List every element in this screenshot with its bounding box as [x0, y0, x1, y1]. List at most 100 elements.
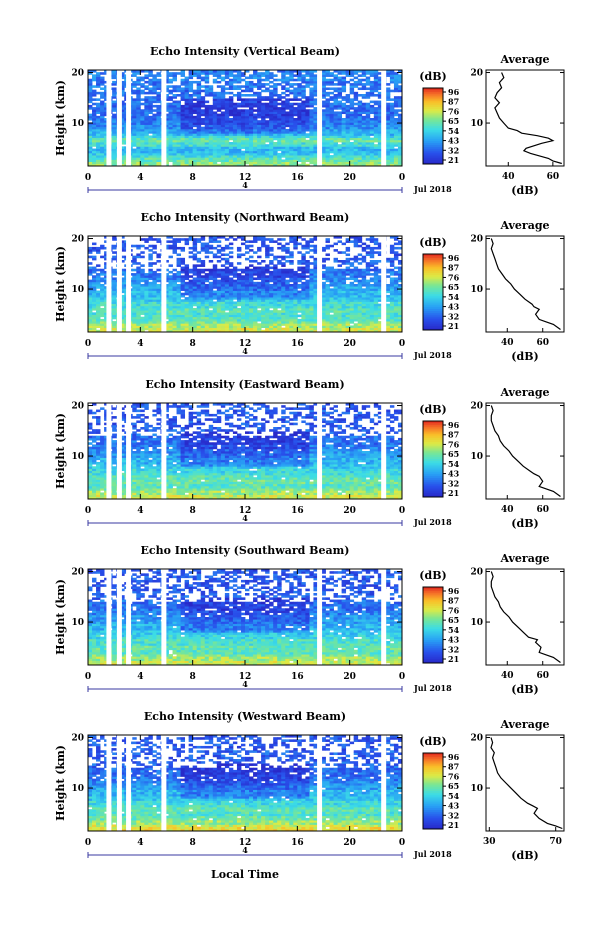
x-tick-label: 16	[291, 506, 304, 516]
colorbar-tick-label: 96	[448, 586, 460, 596]
day-marker: 4	[242, 180, 248, 190]
average-frame	[485, 235, 565, 333]
average-y-tick-label: 10	[470, 285, 483, 295]
y-tick-label: 20	[71, 568, 84, 578]
echo-intensity-heatmap	[88, 735, 403, 832]
panel-title: Echo Intensity (Eastward Beam)	[145, 378, 344, 391]
panel-title: Echo Intensity (Vertical Beam)	[150, 45, 340, 58]
data-gap-1	[116, 735, 122, 831]
average-frame	[485, 402, 565, 500]
colorbar-tick-label: 21	[448, 820, 459, 830]
average-y-tick-label: 20	[470, 568, 483, 578]
colorbar-tick-label: 21	[448, 488, 459, 498]
average-x-label: (dB)	[511, 184, 538, 197]
x-tick-label: 0	[85, 339, 91, 349]
data-gap-0	[106, 735, 112, 831]
data-gap-5	[381, 70, 387, 166]
x-tick-label: 0	[85, 173, 91, 183]
colorbar	[423, 254, 443, 331]
x-tick-label: 4	[137, 838, 143, 848]
data-gap-5	[381, 735, 387, 831]
x-tick-label: 20	[343, 506, 356, 516]
data-gap-0	[106, 70, 112, 166]
data-gap-3	[161, 70, 167, 166]
average-frame	[485, 568, 565, 666]
average-profile-plot: Average 10 20 30 70 (dB)	[470, 718, 565, 862]
x-tick-label: 16	[291, 672, 304, 682]
y-axis-label: Height (km)	[54, 80, 67, 156]
date-label: Jul 2018	[413, 517, 452, 527]
average-profile-line	[494, 72, 562, 165]
colorbar-tick-label: 43	[448, 136, 460, 146]
data-gap-2	[126, 70, 132, 166]
average-y-tick-label: 20	[470, 734, 483, 744]
colorbar-tick-label: 96	[448, 752, 460, 762]
x-tick-label: 16	[291, 339, 304, 349]
data-gap-0	[106, 569, 112, 665]
day-marker: 4	[242, 679, 248, 689]
average-x-label: (dB)	[511, 683, 538, 696]
colorbar-tick-label: 21	[448, 321, 459, 331]
colorbar-tick-label: 43	[448, 302, 460, 312]
colorbar-tick-label: 65	[448, 116, 459, 126]
data-gap-4	[317, 569, 323, 665]
average-title: Average	[499, 386, 549, 399]
colorbar-tick-label: 87	[448, 596, 459, 606]
colorbar-tick-label: 21	[448, 654, 459, 664]
x-tick-label: 20	[343, 173, 356, 183]
day-marker: 4	[242, 845, 248, 855]
x-tick-label: 0	[85, 838, 91, 848]
colorbar-tick-label: 43	[448, 801, 460, 811]
panel-4: Echo Intensity (Westward Beam) 0 4 8 12 16 20 0…	[54, 710, 565, 862]
colorbar-tick-label: 96	[448, 253, 460, 263]
data-gap-2	[126, 569, 132, 665]
date-label: Jul 2018	[413, 350, 452, 360]
data-gap-1	[116, 70, 122, 166]
average-x-tick-label: 40	[501, 671, 514, 681]
x-tick-label: 20	[343, 838, 356, 848]
x-tick-label: 0	[85, 672, 91, 682]
x-tick-label: 0	[399, 672, 405, 682]
data-gap-0	[106, 236, 112, 332]
average-y-tick-label: 10	[470, 618, 483, 628]
y-tick-label: 10	[71, 618, 84, 628]
colorbar-tick-label: 32	[448, 311, 459, 321]
x-tick-label: 8	[190, 339, 196, 349]
colorbar-tick-label: 54	[448, 791, 460, 801]
average-x-tick-label: 70	[549, 837, 562, 847]
average-y-tick-label: 20	[470, 235, 483, 245]
y-tick-label: 10	[71, 285, 84, 295]
average-x-tick-label: 60	[536, 338, 549, 348]
x-tick-label: 0	[399, 506, 405, 516]
colorbar	[423, 587, 443, 664]
colorbar-tick-label: 54	[448, 459, 460, 469]
echo-intensity-heatmap	[88, 569, 403, 666]
colorbar-tick-label: 32	[448, 644, 459, 654]
date-label: Jul 2018	[413, 683, 452, 693]
panel-title: Echo Intensity (Northward Beam)	[141, 211, 350, 224]
average-title: Average	[499, 53, 549, 66]
colorbar	[423, 753, 443, 830]
average-x-tick-label: 40	[502, 172, 515, 182]
panel-2: Echo Intensity (Eastward Beam) 0 4 8 12 16 20 0…	[54, 378, 565, 530]
average-frame	[485, 734, 565, 832]
y-axis-label: Height (km)	[54, 745, 67, 821]
data-gap-2	[126, 236, 132, 332]
colorbar-tick-label: 87	[448, 762, 459, 772]
y-tick-label: 20	[71, 235, 84, 245]
average-profile-plot: Average 10 20 40 60 (dB)	[470, 53, 565, 197]
colorbar-tick-label: 21	[448, 155, 459, 165]
average-x-label: (dB)	[511, 849, 538, 862]
date-label: Jul 2018	[413, 184, 452, 194]
echo-intensity-heatmap	[88, 70, 403, 167]
average-y-tick-label: 20	[470, 69, 483, 79]
x-tick-label: 12	[239, 339, 252, 349]
colorbar-tick-label: 54	[448, 292, 460, 302]
y-tick-label: 20	[71, 402, 84, 412]
data-gap-1	[116, 403, 122, 499]
colorbar-tick-label: 87	[448, 263, 459, 273]
x-axis-label: Local Time	[211, 868, 279, 881]
data-gap-4	[317, 735, 323, 831]
colorbar-tick-label: 32	[448, 810, 459, 820]
